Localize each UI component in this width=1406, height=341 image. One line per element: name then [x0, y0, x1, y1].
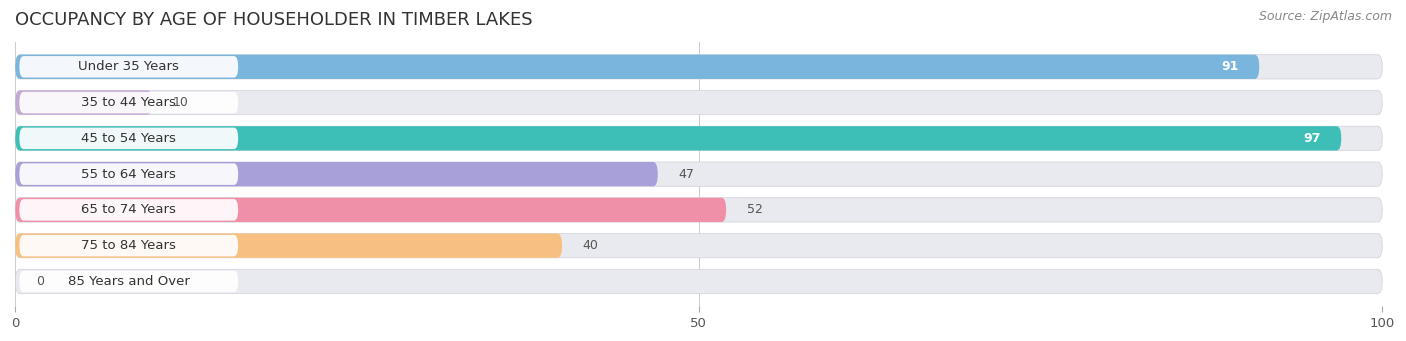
Text: 35 to 44 Years: 35 to 44 Years: [82, 96, 176, 109]
Text: 40: 40: [582, 239, 599, 252]
FancyBboxPatch shape: [15, 162, 658, 186]
Text: 52: 52: [747, 203, 762, 217]
FancyBboxPatch shape: [15, 90, 1382, 115]
FancyBboxPatch shape: [15, 90, 152, 115]
FancyBboxPatch shape: [15, 198, 725, 222]
Text: 45 to 54 Years: 45 to 54 Years: [82, 132, 176, 145]
FancyBboxPatch shape: [15, 198, 1382, 222]
FancyBboxPatch shape: [15, 234, 562, 258]
FancyBboxPatch shape: [15, 55, 1382, 79]
FancyBboxPatch shape: [15, 269, 1382, 294]
FancyBboxPatch shape: [15, 234, 1382, 258]
Text: 47: 47: [678, 168, 695, 181]
FancyBboxPatch shape: [20, 235, 238, 256]
FancyBboxPatch shape: [20, 271, 238, 292]
FancyBboxPatch shape: [15, 126, 1382, 150]
Text: Source: ZipAtlas.com: Source: ZipAtlas.com: [1258, 10, 1392, 23]
FancyBboxPatch shape: [15, 126, 1341, 150]
Text: 55 to 64 Years: 55 to 64 Years: [82, 168, 176, 181]
Text: 97: 97: [1303, 132, 1320, 145]
Text: Under 35 Years: Under 35 Years: [79, 60, 179, 73]
Text: 91: 91: [1222, 60, 1239, 73]
Text: 0: 0: [35, 275, 44, 288]
FancyBboxPatch shape: [20, 163, 238, 185]
FancyBboxPatch shape: [15, 55, 1260, 79]
Text: 65 to 74 Years: 65 to 74 Years: [82, 203, 176, 217]
Text: 85 Years and Over: 85 Years and Over: [67, 275, 190, 288]
Text: OCCUPANCY BY AGE OF HOUSEHOLDER IN TIMBER LAKES: OCCUPANCY BY AGE OF HOUSEHOLDER IN TIMBE…: [15, 11, 533, 29]
Text: 75 to 84 Years: 75 to 84 Years: [82, 239, 176, 252]
FancyBboxPatch shape: [20, 128, 238, 149]
FancyBboxPatch shape: [15, 162, 1382, 186]
FancyBboxPatch shape: [20, 56, 238, 77]
FancyBboxPatch shape: [20, 92, 238, 113]
Text: 10: 10: [173, 96, 188, 109]
FancyBboxPatch shape: [20, 199, 238, 221]
